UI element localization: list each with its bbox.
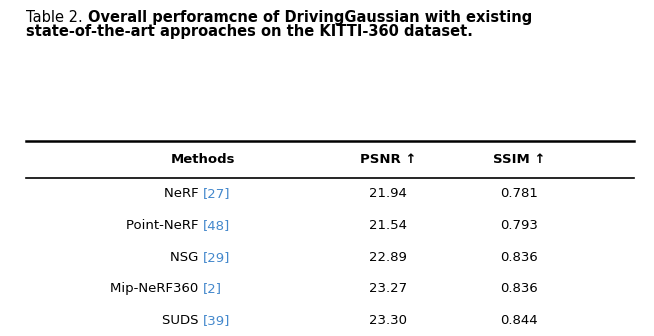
Text: 21.94: 21.94 [369, 187, 407, 200]
Text: 23.30: 23.30 [369, 314, 407, 327]
Text: 0.836: 0.836 [500, 282, 538, 295]
Text: Point-NeRF: Point-NeRF [126, 219, 203, 232]
Text: [29]: [29] [203, 251, 230, 263]
Text: Table 2.: Table 2. [26, 10, 88, 25]
Text: SUDS: SUDS [162, 314, 203, 327]
Text: 0.793: 0.793 [500, 219, 538, 232]
Text: 0.836: 0.836 [500, 251, 538, 263]
Text: [39]: [39] [203, 314, 230, 327]
Text: [2]: [2] [203, 282, 222, 295]
Text: 0.781: 0.781 [500, 187, 538, 200]
Text: 0.844: 0.844 [500, 314, 538, 327]
Text: 22.89: 22.89 [369, 251, 407, 263]
Text: Methods: Methods [170, 153, 235, 166]
Text: 21.54: 21.54 [369, 219, 407, 232]
Text: 23.27: 23.27 [369, 282, 407, 295]
Text: SSIM ↑: SSIM ↑ [492, 153, 545, 166]
Text: NSG: NSG [170, 251, 203, 263]
Text: state-of-the-art approaches on the KITTI-360 dataset.: state-of-the-art approaches on the KITTI… [26, 24, 473, 39]
Text: [27]: [27] [203, 187, 230, 200]
Text: NeRF: NeRF [164, 187, 203, 200]
Text: PSNR ↑: PSNR ↑ [360, 153, 417, 166]
Text: Overall perforamcne of DrivingGaussian with existing: Overall perforamcne of DrivingGaussian w… [88, 10, 532, 25]
Text: [48]: [48] [203, 219, 230, 232]
Text: Mip-NeRF360: Mip-NeRF360 [110, 282, 203, 295]
